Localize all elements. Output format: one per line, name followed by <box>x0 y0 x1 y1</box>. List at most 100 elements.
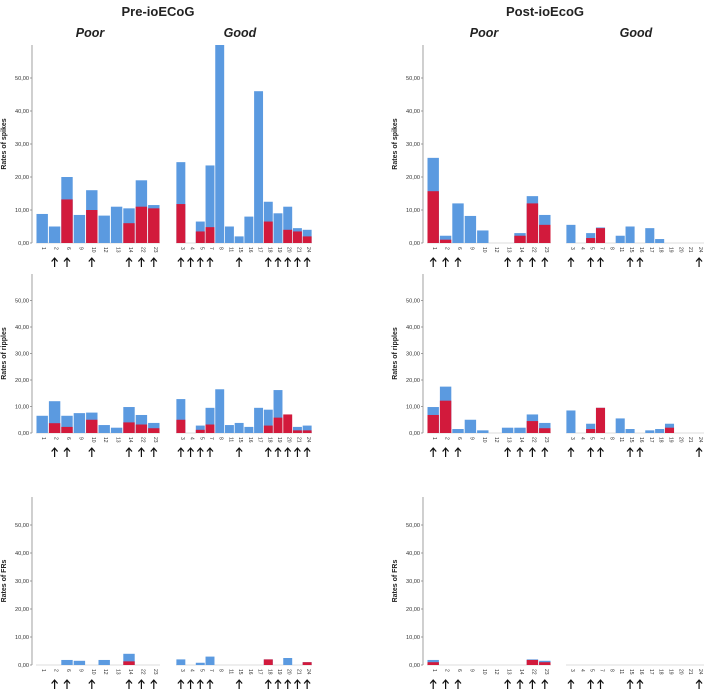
y-tick-label: 20,00 <box>15 607 29 613</box>
x-tick-label: 18 <box>658 669 664 675</box>
bar-total <box>645 430 655 433</box>
x-tick-label: 7 <box>208 247 214 250</box>
bar-total <box>205 407 215 433</box>
x-tick-label: 22 <box>530 437 536 443</box>
x-tick-label: 2 <box>53 669 59 672</box>
up-arrow-icon <box>137 447 145 457</box>
x-tick-label: 16 <box>247 247 253 253</box>
bar-total <box>110 206 123 243</box>
y-tick-label: 20,00 <box>406 175 420 181</box>
bar-total <box>195 662 205 665</box>
x-tick-label: 1 <box>431 437 437 440</box>
post-ioecog-title: Post-ioEcoG <box>506 4 584 19</box>
bar-total <box>645 228 655 243</box>
bar-total <box>176 659 186 665</box>
y-tick-label: 20,00 <box>406 378 420 384</box>
up-arrow-icon <box>442 679 450 689</box>
bar-total <box>501 427 514 433</box>
up-arrow-icon <box>187 447 195 457</box>
y-tick-label: 0,00 <box>18 241 29 247</box>
up-arrow-icon <box>293 257 301 267</box>
x-tick-label: 22 <box>139 247 145 253</box>
x-tick-label: 15 <box>237 669 243 675</box>
bar-total <box>254 91 264 243</box>
bar-total <box>234 236 244 243</box>
x-tick-label: 16 <box>247 669 253 675</box>
bar-total <box>110 427 123 433</box>
x-tick-label: 6 <box>65 437 71 440</box>
bar-subset <box>302 236 312 243</box>
bar-total <box>452 429 464 433</box>
bar-total <box>655 429 665 433</box>
y-tick-label: 30,00 <box>15 142 29 148</box>
bar-subset <box>427 414 439 433</box>
bar-subset <box>205 227 215 243</box>
up-arrow-icon <box>695 257 703 267</box>
up-arrow-icon <box>695 447 703 457</box>
bar-total <box>205 656 215 665</box>
bar-subset <box>176 204 186 243</box>
x-tick-label: 9 <box>77 437 83 440</box>
y-axis-label: Rates of spikes <box>1 118 8 169</box>
up-arrow-icon <box>177 679 185 689</box>
x-tick-label: 7 <box>599 437 605 440</box>
x-tick-label: 9 <box>77 247 83 250</box>
y-axis-label: Rates of ripples <box>392 327 399 380</box>
x-tick-label: 13 <box>506 247 512 253</box>
x-tick-label: 5 <box>589 247 595 250</box>
x-tick-label: 8 <box>218 247 224 250</box>
up-arrow-icon <box>206 257 214 267</box>
bar-total <box>176 162 186 243</box>
x-tick-label: 10 <box>90 669 96 675</box>
bar-total <box>98 215 110 243</box>
up-arrow-icon <box>235 257 243 267</box>
x-tick-label: 17 <box>257 669 263 675</box>
x-tick-label: 13 <box>506 437 512 443</box>
bar-subset <box>283 229 293 243</box>
x-tick-label: 11 <box>227 247 233 252</box>
up-arrow-icon <box>636 447 644 457</box>
x-tick-label: 3 <box>569 669 575 672</box>
bar-total <box>48 401 61 433</box>
bar-total <box>244 426 254 433</box>
x-tick-label: 8 <box>218 437 224 440</box>
up-arrow-icon <box>235 679 243 689</box>
bar-total <box>464 419 477 433</box>
up-arrow-icon <box>454 679 462 689</box>
x-tick-label: 12 <box>493 247 499 253</box>
bar-subset <box>195 231 205 243</box>
bar-total <box>263 409 273 433</box>
x-tick-label: 19 <box>668 669 674 675</box>
x-tick-label: 21 <box>687 247 693 253</box>
up-arrow-icon <box>442 447 450 457</box>
x-tick-label: 2 <box>53 247 59 250</box>
x-tick-label: 3 <box>179 669 185 672</box>
up-arrow-icon <box>567 257 575 267</box>
up-arrow-icon <box>303 679 311 689</box>
x-tick-label: 12 <box>102 669 108 675</box>
x-tick-label: 3 <box>569 247 575 250</box>
up-arrow-icon <box>63 447 71 457</box>
y-tick-label: 10,00 <box>406 208 420 214</box>
bar-total <box>135 414 148 433</box>
y-tick-label: 10,00 <box>15 635 29 641</box>
bar-subset <box>586 429 596 433</box>
bar-total <box>539 422 551 433</box>
bar-subset <box>123 223 135 243</box>
x-tick-label: 6 <box>456 437 462 440</box>
bar-subset <box>123 422 135 433</box>
x-tick-label: 23 <box>543 247 549 253</box>
up-arrow-icon <box>597 447 604 457</box>
bar-total <box>283 206 293 243</box>
y-tick-label: 0,00 <box>18 431 29 437</box>
bar-total <box>615 418 625 433</box>
up-arrow-icon <box>541 257 549 267</box>
up-arrow-icon <box>293 679 301 689</box>
x-tick-label: 18 <box>266 247 272 253</box>
up-arrow-icon <box>51 679 59 689</box>
up-arrow-icon <box>177 257 185 267</box>
x-tick-label: 14 <box>518 247 524 253</box>
bar-total <box>452 203 464 243</box>
y-axis-label: Rates of ripples <box>1 327 8 380</box>
bar-subset <box>292 430 302 433</box>
